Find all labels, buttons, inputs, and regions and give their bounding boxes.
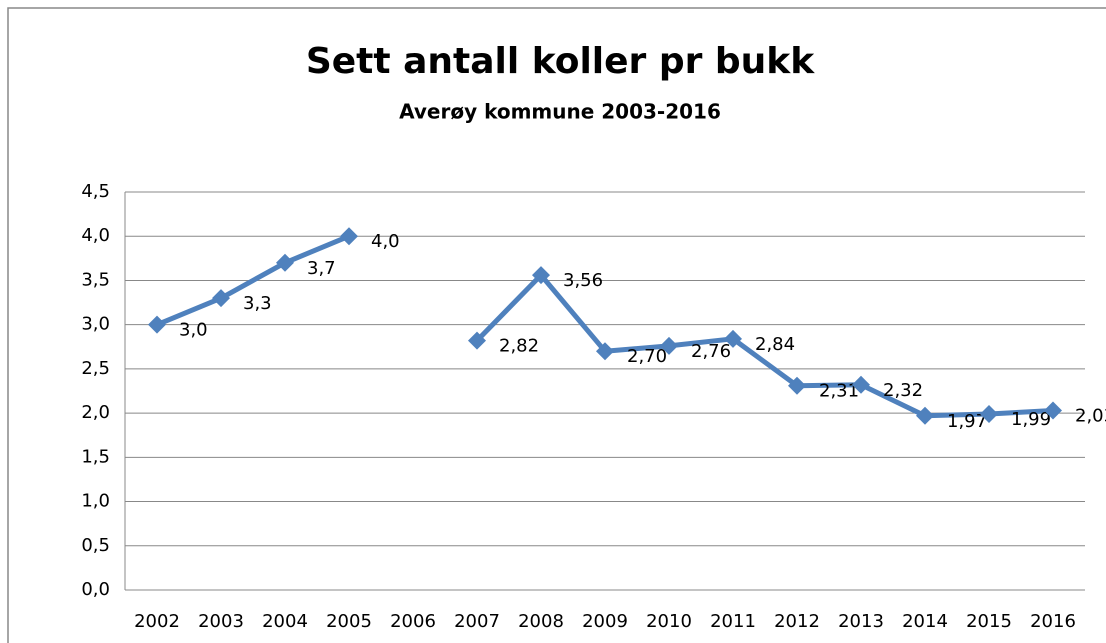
x-tick-label: 2013 (838, 611, 884, 632)
marker (276, 253, 294, 272)
y-tick-label: 4,5 (81, 181, 110, 202)
chart-title: Sett antall koller pr bukk (306, 41, 815, 82)
marker (468, 331, 486, 350)
chart-frame (7, 7, 1106, 643)
y-tick-label: 1,0 (81, 491, 110, 512)
marker (532, 266, 550, 285)
x-tick-label: 2002 (134, 611, 180, 632)
marker (212, 289, 230, 308)
x-tick-label: 2014 (902, 611, 948, 632)
data-label: 2,82 (499, 336, 539, 357)
x-tick-label: 2012 (774, 611, 820, 632)
data-label: 3,3 (243, 293, 272, 314)
marker (788, 376, 806, 395)
x-tick-label: 2004 (262, 611, 308, 632)
data-label: 4,0 (371, 231, 400, 252)
data-label: 2,70 (627, 346, 667, 367)
y-tick-label: 2,0 (81, 402, 110, 423)
marker (980, 404, 998, 423)
y-tick-label: 3,5 (81, 269, 110, 290)
data-label: 3,56 (563, 270, 603, 291)
x-tick-label: 2007 (454, 611, 500, 632)
marker (340, 227, 358, 246)
x-tick-label: 2010 (646, 611, 692, 632)
data-label: 3,7 (307, 258, 336, 279)
y-tick-label: 2,5 (81, 358, 110, 379)
series-line (156, 233, 1054, 419)
x-tick-label: 2005 (326, 611, 372, 632)
chart-subtitle: Averøy kommune 2003-2016 (399, 100, 721, 124)
marker (1044, 401, 1062, 420)
marker (596, 342, 614, 361)
data-label: 2,84 (755, 334, 795, 355)
y-tick-label: 3,0 (81, 314, 110, 335)
data-label: 3,0 (179, 320, 208, 341)
marker (852, 375, 870, 394)
y-tick-label: 0,0 (81, 579, 110, 600)
data-label: 2,31 (819, 381, 859, 402)
x-tick-label: 2006 (390, 611, 436, 632)
x-tick-label: 2003 (198, 611, 244, 632)
y-tick-label: 1,5 (81, 446, 110, 467)
x-tick-label: 2015 (966, 611, 1012, 632)
data-label: 2,32 (883, 380, 923, 401)
data-label: 1,97 (947, 411, 987, 432)
y-tick-label: 0,5 (81, 535, 110, 556)
marker (724, 329, 742, 348)
data-label: 2,76 (691, 341, 731, 362)
x-tick-label: 2009 (582, 611, 628, 632)
x-tick-label: 2016 (1030, 611, 1076, 632)
x-tick-label: 2011 (710, 611, 756, 632)
marker (916, 406, 934, 425)
y-tick-label: 4,0 (81, 225, 110, 246)
data-label: 1,99 (1011, 409, 1051, 430)
x-tick-label: 2008 (518, 611, 564, 632)
marker (660, 336, 678, 355)
marker (148, 315, 166, 334)
data-label: 2,03 (1075, 405, 1106, 426)
